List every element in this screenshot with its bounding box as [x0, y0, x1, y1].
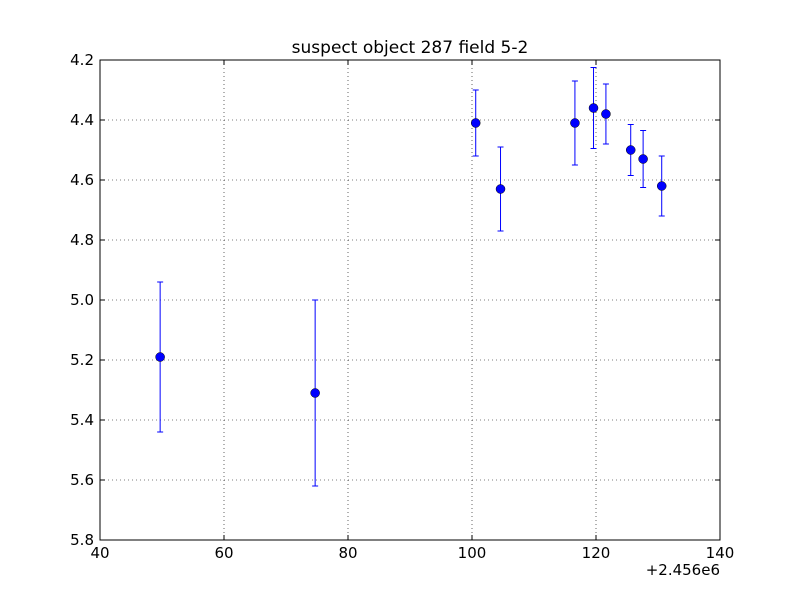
y-tick-label: 5.0 [70, 291, 94, 309]
data-point [570, 118, 580, 128]
data-points [155, 67, 667, 487]
data-point [470, 118, 481, 128]
y-tick-label: 4.4 [70, 111, 94, 129]
data-point [495, 184, 506, 194]
data-point [638, 154, 648, 164]
data-point [588, 103, 599, 113]
y-tick-label: 4.6 [70, 171, 94, 189]
x-tick-label: 120 [582, 544, 611, 562]
data-point [625, 145, 636, 155]
y-tick-label: 5.2 [70, 351, 94, 369]
y-tick-label: 4.8 [70, 231, 94, 249]
y-tick-label: 5.6 [70, 471, 94, 489]
y-tick-label: 5.8 [70, 531, 94, 549]
chart-title: suspect object 287 field 5-2 [292, 38, 529, 58]
axis-ticks: 40 60 80 100 120 140 4.2 4.4 4.6 4.8 5.0 5.2 5.4 5.6 5… [70, 51, 734, 562]
x-offset-label: +2.456e6 [646, 561, 720, 579]
x-tick-label: 60 [214, 544, 233, 562]
x-tick-label: 80 [338, 544, 357, 562]
y-tick-label: 5.4 [70, 411, 94, 429]
x-tick-label: 40 [90, 544, 109, 562]
data-point [601, 109, 611, 119]
x-tick-label: 100 [458, 544, 487, 562]
grid-lines [100, 60, 720, 540]
x-tick-label: 140 [706, 544, 735, 562]
data-point [155, 352, 165, 362]
y-tick-label: 4.2 [70, 51, 94, 69]
data-point [310, 388, 320, 398]
data-point [656, 181, 667, 191]
